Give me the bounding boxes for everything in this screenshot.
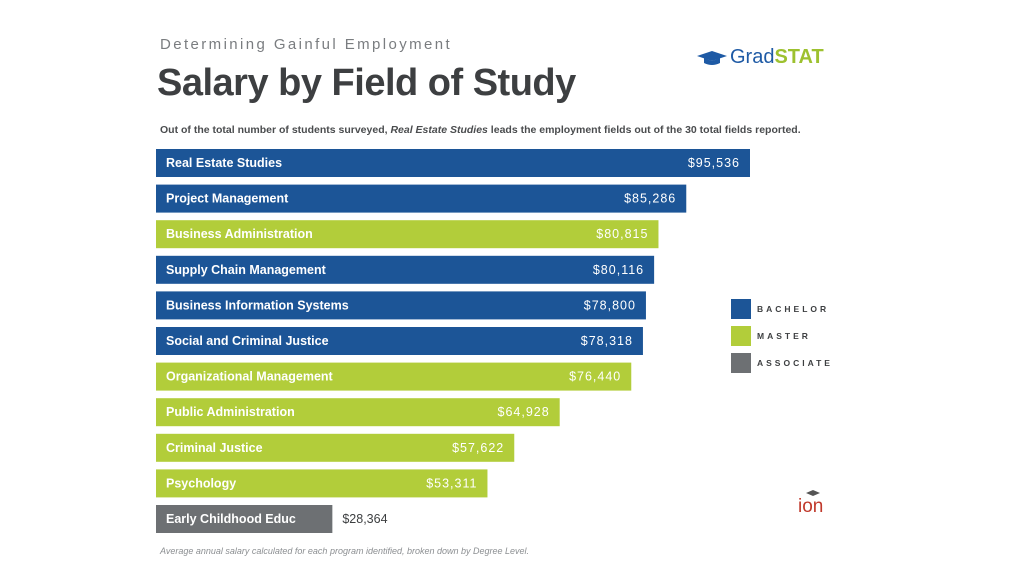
category-label-psychology: Psychology	[166, 476, 236, 490]
value-label-project-management: $85,286	[624, 192, 676, 206]
legend-item-associate: ASSOCIATE	[731, 353, 833, 373]
gradstat-logo: Grad STAT	[697, 46, 824, 69]
kicker-text: Determining Gainful Employment	[160, 36, 453, 53]
value-label-psychology: $53,311	[426, 476, 477, 490]
category-label-business-information-systems: Business Information Systems	[166, 298, 349, 312]
page-title: Salary by Field of Study	[157, 62, 576, 104]
bar-social-and-criminal-justice	[156, 327, 643, 355]
footnote: Average annual salary calculated for eac…	[160, 546, 530, 556]
bar-criminal-justice	[156, 433, 515, 462]
category-label-supply-chain-management: Supply Chain Management	[166, 263, 327, 277]
bar-real-estate-studies	[156, 149, 750, 177]
legend-item-master: MASTER	[731, 326, 833, 346]
bar-early-childhood-educ	[156, 505, 333, 533]
value-label-business-administration: $80,815	[596, 227, 648, 241]
bar-business-information-systems	[156, 291, 646, 320]
bar-supply-chain-management	[156, 255, 655, 284]
graduation-cap-icon	[697, 50, 727, 65]
bar-public-administration	[156, 398, 560, 427]
category-label-early-childhood-educ: Early Childhood Educ	[166, 512, 296, 526]
value-label-social-and-criminal-justice: $78,318	[581, 334, 633, 348]
subtitle-emphasis: Real Estate Studies	[390, 124, 488, 136]
bar-business-administration	[156, 220, 659, 249]
subtitle-pre: Out of the total number of students surv…	[160, 124, 391, 136]
chart-legend: BACHELOR MASTER ASSOCIATE	[731, 299, 833, 380]
chart-subtitle: Out of the total number of students surv…	[160, 124, 801, 136]
category-label-business-administration: Business Administration	[166, 227, 313, 241]
bar-project-management	[156, 184, 687, 213]
logo-grad-text: Grad	[730, 46, 775, 68]
logo-stat-text: STAT	[774, 46, 824, 68]
value-label-real-estate-studies: $95,536	[688, 156, 740, 170]
value-label-supply-chain-management: $80,116	[593, 263, 644, 277]
category-label-public-administration: Public Administration	[166, 405, 295, 419]
legend-label-master: MASTER	[757, 331, 811, 341]
bar-psychology	[156, 469, 488, 498]
category-label-project-management: Project Management	[166, 192, 289, 206]
value-label-business-information-systems: $78,800	[584, 298, 636, 312]
bar-organizational-management	[156, 362, 632, 391]
ion-cap-icon	[806, 490, 820, 496]
legend-swatch-bachelor	[731, 299, 751, 319]
legend-label-bachelor: BACHELOR	[757, 304, 830, 314]
category-label-social-and-criminal-justice: Social and Criminal Justice	[166, 334, 329, 348]
category-label-organizational-management: Organizational Management	[166, 370, 334, 384]
value-label-organizational-management: $76,440	[569, 370, 621, 384]
ion-logo-text: ion	[798, 496, 824, 517]
value-label-criminal-justice: $57,622	[452, 441, 504, 455]
ion-logo: ion	[798, 490, 824, 518]
category-label-real-estate-studies: Real Estate Studies	[166, 156, 282, 170]
legend-swatch-master	[731, 326, 751, 346]
legend-swatch-associate	[731, 353, 751, 373]
value-label-public-administration: $64,928	[498, 405, 550, 419]
subtitle-post: leads the employment fields out of the 3…	[487, 124, 801, 136]
value-label-early-childhood-educ: $28,364	[342, 512, 387, 526]
legend-label-associate: ASSOCIATE	[757, 358, 833, 368]
legend-item-bachelor: BACHELOR	[731, 299, 833, 319]
category-label-criminal-justice: Criminal Justice	[166, 441, 263, 455]
